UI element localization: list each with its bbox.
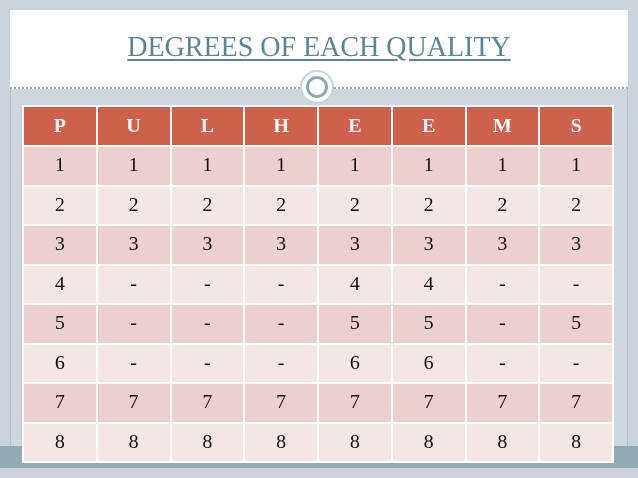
table-cell: 1 (243, 145, 319, 187)
table-cell: 1 (22, 145, 98, 187)
table-cell: 8 (464, 421, 541, 463)
table-cell: - (243, 303, 319, 345)
table-cell: 7 (95, 382, 172, 424)
table-cell: 4 (317, 263, 393, 305)
table-cell: 1 (95, 145, 172, 187)
table-cell: 2 (390, 184, 467, 226)
table-cell: 6 (22, 342, 98, 384)
table-cell: 7 (464, 382, 541, 424)
table-cell: 2 (243, 184, 319, 226)
table-cell: - (243, 263, 319, 305)
table-cell: 3 (169, 224, 246, 266)
table-cell: - (95, 303, 172, 345)
slide-title: DEGREES OF EACH QUALITY (127, 32, 511, 63)
header-cell: M (464, 105, 541, 147)
table-cell: - (464, 263, 541, 305)
table-cell: 1 (464, 145, 541, 187)
table-cell: 6 (390, 342, 467, 384)
table-cell: 3 (95, 224, 172, 266)
table-cell: - (169, 303, 246, 345)
table-cell: 4 (390, 263, 467, 305)
table-cell: 7 (538, 382, 614, 424)
table-cell: 2 (464, 184, 541, 226)
table-cell: - (169, 263, 246, 305)
table-cell: 2 (22, 184, 98, 226)
table-cell: 3 (317, 224, 393, 266)
table-cell: 1 (390, 145, 467, 187)
table-cell: 8 (95, 421, 172, 463)
title-ornament (300, 70, 334, 104)
header-cell: S (538, 105, 614, 147)
table-cell: - (464, 303, 541, 345)
table-cell: 2 (169, 184, 246, 226)
table-cell: 5 (317, 303, 393, 345)
table-cell: 1 (317, 145, 393, 187)
table-cell: 8 (243, 421, 319, 463)
table-cell: 6 (317, 342, 393, 384)
table-cell: 1 (538, 145, 614, 187)
table-cell: 3 (538, 224, 614, 266)
table-cell: 7 (317, 382, 393, 424)
table-cell: 3 (22, 224, 98, 266)
table-cell: 7 (22, 382, 98, 424)
table-cell: - (538, 263, 614, 305)
table-cell: 8 (317, 421, 393, 463)
table-cell: 2 (538, 184, 614, 226)
table-cell: 8 (538, 421, 614, 463)
table-cell: 3 (464, 224, 541, 266)
table-cell: - (95, 342, 172, 384)
header-cell: E (317, 105, 393, 147)
table-cell: - (243, 342, 319, 384)
table-cell: 3 (390, 224, 467, 266)
table-cell: 8 (390, 421, 467, 463)
table-cell: 7 (243, 382, 319, 424)
table-cell: 5 (538, 303, 614, 345)
header-cell: H (243, 105, 319, 147)
table-cell: 5 (22, 303, 98, 345)
table-cell: 8 (22, 421, 98, 463)
header-cell: U (95, 105, 172, 147)
table-cell: 1 (169, 145, 246, 187)
table-cell: 7 (390, 382, 467, 424)
table-cell: - (169, 342, 246, 384)
table-cell: - (464, 342, 541, 384)
table-cell: 8 (169, 421, 246, 463)
table-cell: 4 (22, 263, 98, 305)
table-cell: 7 (169, 382, 246, 424)
header-cell: E (390, 105, 467, 147)
header-cell: L (169, 105, 246, 147)
table-cell: 3 (243, 224, 319, 266)
table-cell: 5 (390, 303, 467, 345)
table-cell: 2 (317, 184, 393, 226)
table-cell: - (95, 263, 172, 305)
header-cell: P (22, 105, 98, 147)
table-cell: 2 (95, 184, 172, 226)
table-cell: - (538, 342, 614, 384)
